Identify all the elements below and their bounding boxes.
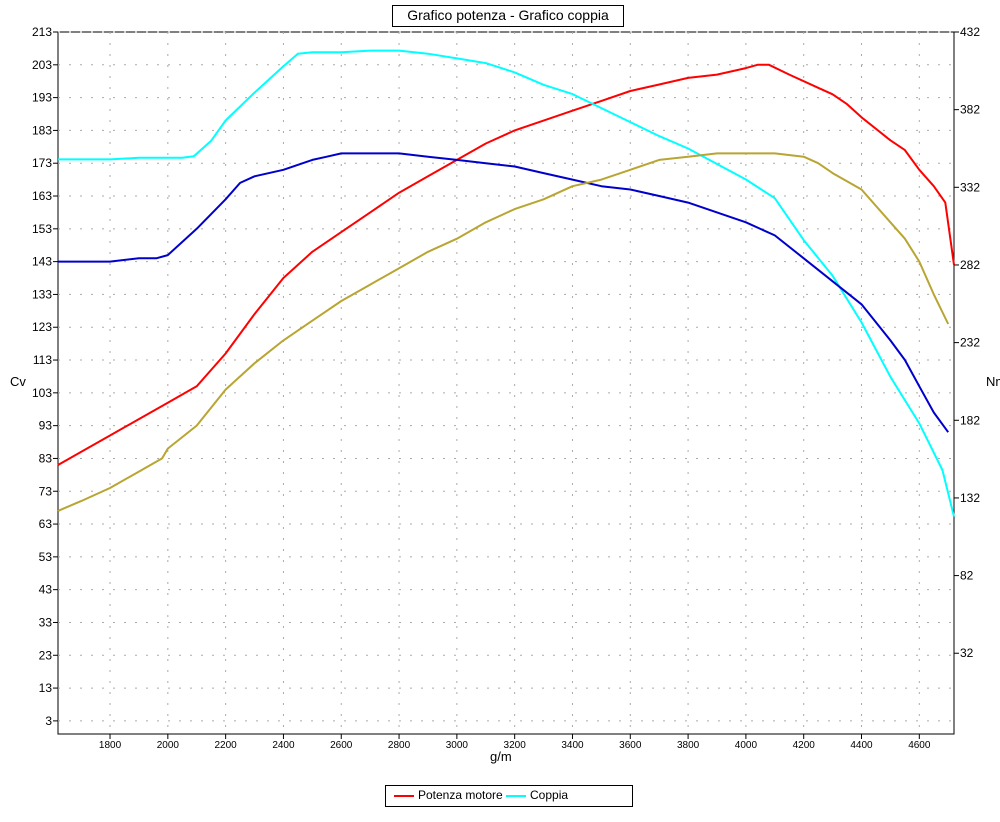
y-right-tick-label: 32 bbox=[960, 646, 974, 660]
y-axis-left-title: Cv bbox=[10, 374, 26, 389]
chart-title: Grafico potenza - Grafico coppia bbox=[392, 5, 624, 27]
y-left-tick-label: 113 bbox=[33, 353, 52, 367]
y-right-tick-label: 82 bbox=[960, 569, 974, 583]
y-right-tick-label: 182 bbox=[960, 413, 980, 427]
x-tick-label: 4600 bbox=[908, 740, 931, 751]
y-left-tick-label: 143 bbox=[32, 255, 52, 269]
legend-swatch-potenza bbox=[394, 794, 414, 797]
y-left-tick-label: 123 bbox=[32, 320, 52, 334]
y-left-tick-label: 63 bbox=[39, 517, 53, 531]
y-left-tick-label: 13 bbox=[39, 681, 53, 695]
x-tick-label: 3600 bbox=[619, 740, 642, 751]
series-lines bbox=[57, 49, 955, 517]
legend: Potenza motore Coppia bbox=[385, 785, 633, 807]
y-left-tick-label: 73 bbox=[39, 484, 53, 498]
y-right-tick-label: 432 bbox=[960, 25, 980, 39]
x-tick-label: 4000 bbox=[735, 740, 758, 751]
y-left-tick-label: 183 bbox=[32, 123, 52, 137]
series-line-2 bbox=[58, 49, 955, 517]
x-tick-label: 3200 bbox=[504, 740, 527, 751]
x-tick-label: 2400 bbox=[272, 740, 295, 751]
x-tick-label: 3800 bbox=[677, 740, 700, 751]
x-tick-label: 2200 bbox=[215, 740, 238, 751]
grid-lines bbox=[58, 31, 954, 734]
y-left-tick-label: 3 bbox=[45, 714, 52, 728]
y-left-tick-label: 83 bbox=[39, 451, 53, 465]
series-line-4 bbox=[57, 152, 950, 512]
x-tick-label: 4400 bbox=[850, 740, 873, 751]
x-tick-label: 3000 bbox=[446, 740, 469, 751]
y-left-tick-label: 93 bbox=[39, 419, 53, 433]
x-tick-label: 2000 bbox=[157, 740, 180, 751]
y-left-tick-label: 53 bbox=[39, 550, 53, 564]
legend-swatch-coppia bbox=[506, 794, 526, 797]
series-line-1 bbox=[57, 63, 955, 466]
y-left-tick-label: 203 bbox=[32, 58, 52, 72]
y-right-tick-label: 282 bbox=[960, 258, 980, 272]
y-left-tick-label: 43 bbox=[39, 583, 53, 597]
legend-label-coppia: Coppia bbox=[530, 788, 569, 802]
y-left-tick-label: 173 bbox=[32, 156, 52, 170]
y-left-tick-label: 153 bbox=[32, 222, 52, 236]
y-left-tick-label: 33 bbox=[39, 615, 53, 629]
y-left-tick-label: 133 bbox=[32, 287, 52, 301]
x-axis-title: g/m bbox=[490, 749, 512, 764]
y-left-tick-label: 163 bbox=[32, 189, 52, 203]
y-right-tick-label: 232 bbox=[960, 336, 980, 350]
plot-area bbox=[57, 31, 955, 735]
x-tick-label: 2600 bbox=[330, 740, 353, 751]
y-right-tick-label: 382 bbox=[960, 103, 980, 117]
y-left-tick-label: 213 bbox=[32, 25, 52, 39]
legend-label-potenza: Potenza motore bbox=[418, 788, 503, 802]
axis-ticks: 1800 2000 2200 2400 2600 2800 3000 3200 3400 3600… bbox=[32, 25, 980, 751]
y-left-tick-label: 193 bbox=[32, 91, 52, 105]
series-line-3 bbox=[58, 152, 950, 433]
legend-item-potenza: Potenza motore bbox=[394, 786, 503, 805]
y-left-tick-label: 23 bbox=[39, 648, 53, 662]
y-left-tick-label: 103 bbox=[32, 386, 52, 400]
y-right-tick-label: 132 bbox=[960, 491, 980, 505]
x-tick-label: 3400 bbox=[561, 740, 584, 751]
x-tick-label: 2800 bbox=[388, 740, 411, 751]
x-tick-label: 1800 bbox=[99, 740, 122, 751]
legend-item-coppia: Coppia bbox=[506, 786, 568, 805]
x-tick-label: 4200 bbox=[793, 740, 816, 751]
y-right-tick-label: 332 bbox=[960, 180, 980, 194]
y-axis-right-title: Nm bbox=[986, 374, 1000, 389]
